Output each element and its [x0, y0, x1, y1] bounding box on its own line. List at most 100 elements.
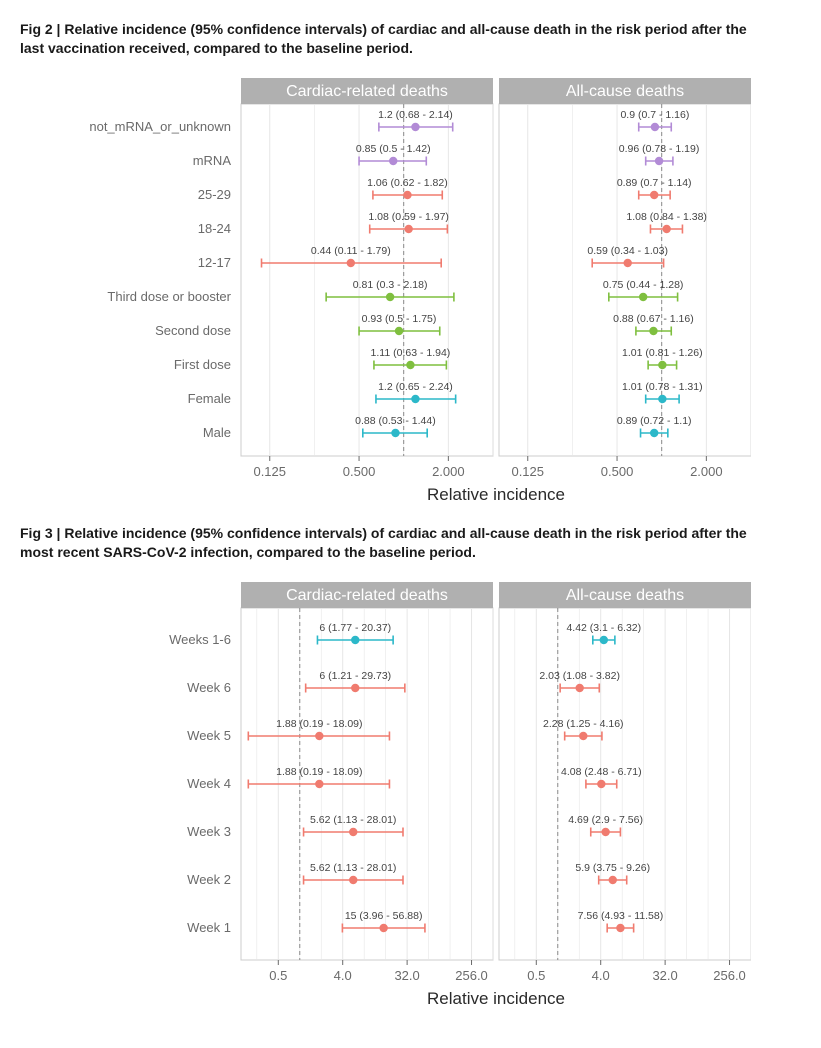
point-estimate-label: 15 (3.96 - 56.88) [344, 910, 422, 922]
forest-point [389, 157, 397, 165]
point-estimate-label: 4.69 (2.9 - 7.56) [568, 814, 643, 826]
figure-2-plot: Cardiac-related deaths 0.125 0.500 2.000 All… [20, 72, 801, 510]
point-estimate-label: 1.06 (0.62 - 1.82) [367, 177, 448, 189]
panel-header: Cardiac-related deaths [286, 83, 448, 100]
x-tick-label: 256.0 [455, 968, 488, 983]
forest-point [575, 683, 583, 691]
y-category-label: Week 4 [187, 776, 231, 791]
y-category-label: Weeks 1-6 [169, 632, 231, 647]
point-estimate-label: 1.01 (0.78 - 1.31) [622, 381, 703, 393]
figure-2-title: Fig 2 | Relative incidence (95% confiden… [20, 20, 760, 58]
forest-point [601, 827, 609, 835]
forest-point [404, 225, 412, 233]
x-tick-label: 2.000 [690, 464, 723, 479]
y-category-label: Week 2 [187, 872, 231, 887]
point-estimate-label: 1.2 (0.65 - 2.24) [378, 381, 453, 393]
point-estimate-label: 0.89 (0.7 - 1.14) [616, 177, 691, 189]
x-tick-label: 0.125 [511, 464, 544, 479]
forest-point [649, 191, 657, 199]
x-tick-label: 32.0 [652, 968, 677, 983]
forest-point [379, 923, 387, 931]
point-estimate-label: 0.59 (0.34 - 1.03) [587, 245, 668, 257]
x-tick-label: 0.5 [527, 968, 545, 983]
point-estimate-label: 0.9 (0.7 - 1.16) [620, 109, 689, 121]
y-category-label: Week 6 [187, 680, 231, 695]
forest-plot-svg: Cardiac-related deaths 0.125 0.500 2.000 All… [71, 72, 751, 510]
point-estimate-label: 2.03 (1.08 - 3.82) [539, 670, 620, 682]
point-estimate-label: 4.08 (2.48 - 6.71) [561, 766, 642, 778]
y-category-label: Week 1 [187, 920, 231, 935]
forest-point [649, 429, 657, 437]
panel-header: Cardiac-related deaths [286, 587, 448, 604]
point-estimate-label: 4.42 (3.1 - 6.32) [566, 622, 641, 634]
forest-point [623, 259, 631, 267]
forest-point [649, 327, 657, 335]
forest-point [662, 225, 670, 233]
x-tick-label: 0.500 [600, 464, 633, 479]
y-category-label: not_mRNA_or_unknown [89, 119, 231, 134]
forest-point [351, 635, 359, 643]
point-estimate-label: 7.56 (4.93 - 11.58) [577, 910, 663, 922]
figure-3: Fig 3 | Relative incidence (95% confiden… [20, 524, 801, 1014]
forest-point [351, 683, 359, 691]
y-category-label: Third dose or booster [107, 289, 231, 304]
point-estimate-label: 5.62 (1.13 - 28.01) [310, 862, 396, 874]
point-estimate-label: 0.88 (0.53 - 1.44) [355, 415, 436, 427]
x-tick-label: 0.125 [253, 464, 286, 479]
forest-point [411, 123, 419, 131]
forest-point [411, 395, 419, 403]
x-tick-label: 32.0 [394, 968, 419, 983]
point-estimate-label: 0.96 (0.78 - 1.19) [618, 143, 699, 155]
forest-point [658, 361, 666, 369]
forest-point [394, 327, 402, 335]
point-estimate-label: 1.88 (0.19 - 18.09) [276, 766, 362, 778]
forest-point [349, 875, 357, 883]
x-tick-label: 0.5 [269, 968, 287, 983]
figure-2: Fig 2 | Relative incidence (95% confiden… [20, 20, 801, 510]
point-estimate-label: 0.89 (0.72 - 1.1) [616, 415, 691, 427]
forest-point [616, 923, 624, 931]
point-estimate-label: 5.9 (3.75 - 9.26) [575, 862, 650, 874]
y-category-label: Week 5 [187, 728, 231, 743]
point-estimate-label: 1.01 (0.81 - 1.26) [622, 347, 703, 359]
forest-point [658, 395, 666, 403]
y-category-label: Male [202, 425, 230, 440]
x-tick-label: 4.0 [333, 968, 351, 983]
forest-plot-svg: Cardiac-related deaths 0.5 4.0 32.0 256.0 All… [71, 576, 751, 1014]
point-estimate-label: 6 (1.77 - 20.37) [319, 622, 391, 634]
y-category-label: mRNA [192, 153, 231, 168]
point-estimate-label: 0.85 (0.5 - 1.42) [355, 143, 430, 155]
forest-point [579, 731, 587, 739]
x-tick-label: 0.500 [342, 464, 375, 479]
x-tick-label: 256.0 [713, 968, 746, 983]
x-axis-label: Relative incidence [427, 989, 565, 1008]
point-estimate-label: 1.88 (0.19 - 18.09) [276, 718, 362, 730]
forest-point [346, 259, 354, 267]
figure-3-title: Fig 3 | Relative incidence (95% confiden… [20, 524, 760, 562]
forest-point [608, 875, 616, 883]
point-estimate-label: 0.88 (0.67 - 1.16) [613, 313, 694, 325]
forest-point [391, 429, 399, 437]
point-estimate-label: 1.08 (0.59 - 1.97) [368, 211, 449, 223]
panel-header: All-cause deaths [565, 83, 683, 100]
y-category-label: First dose [173, 357, 230, 372]
point-estimate-label: 1.11 (0.63 - 1.94) [370, 347, 450, 359]
panel-header: All-cause deaths [565, 587, 683, 604]
point-estimate-label: 0.93 (0.5 - 1.75) [361, 313, 436, 325]
x-tick-label: 2.000 [432, 464, 465, 479]
point-estimate-label: 6 (1.21 - 29.73) [319, 670, 391, 682]
forest-point [403, 191, 411, 199]
forest-point [315, 731, 323, 739]
y-category-label: Week 3 [187, 824, 231, 839]
forest-point [638, 293, 646, 301]
y-category-label: 18-24 [197, 221, 230, 236]
point-estimate-label: 0.44 (0.11 - 1.79) [310, 245, 390, 257]
forest-point [385, 293, 393, 301]
y-category-label: 12-17 [197, 255, 230, 270]
forest-point [599, 635, 607, 643]
y-category-label: 25-29 [197, 187, 230, 202]
forest-point [597, 779, 605, 787]
point-estimate-label: 1.2 (0.68 - 2.14) [378, 109, 453, 121]
point-estimate-label: 0.81 (0.3 - 2.18) [352, 279, 427, 291]
point-estimate-label: 1.08 (0.84 - 1.38) [626, 211, 707, 223]
